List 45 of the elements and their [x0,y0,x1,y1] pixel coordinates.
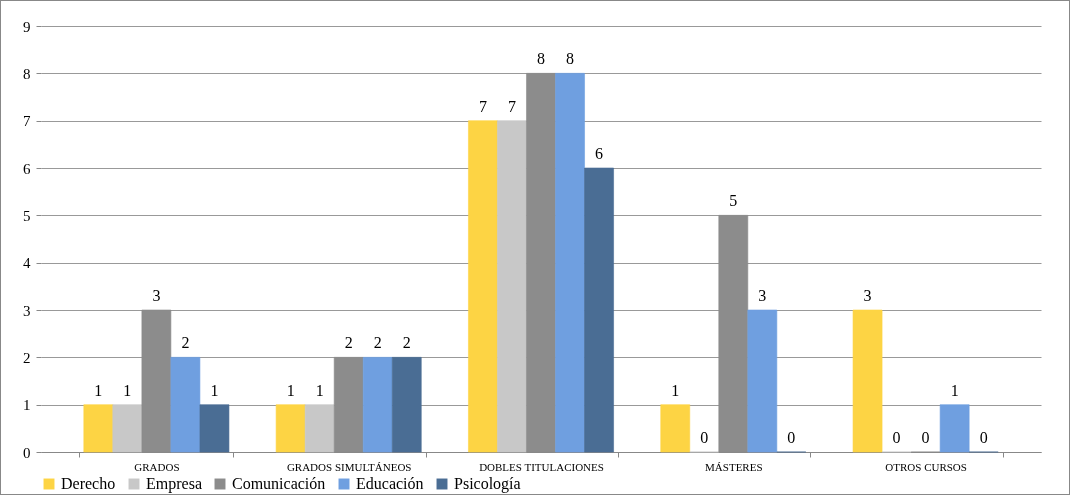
data-label: 1 [671,381,680,399]
data-label: 5 [729,192,738,210]
data-label: 3 [758,287,767,304]
data-label: 0 [787,429,796,446]
y-tick-label: 4 [23,255,31,272]
y-tick-label: 0 [23,444,31,461]
legend-label: Educación [356,475,424,492]
data-label: 1 [950,381,959,399]
data-label: 2 [373,334,382,352]
data-label: 8 [537,50,545,68]
data-label: 1 [94,381,103,399]
data-label: 6 [595,145,604,162]
y-tick-label: 5 [23,207,31,224]
x-tick-label: DOBLES TITULACIONES [479,460,604,473]
data-label: 1 [123,381,132,399]
data-label: 3 [152,287,161,304]
data-label: 2 [181,334,190,352]
data-label: 0 [892,429,901,446]
y-tick-label: 9 [23,18,31,35]
x-tick-label: GRADOS SIMULTÁNEOS [286,460,412,473]
data-label: 3 [863,287,872,304]
data-label: 0 [921,429,930,446]
x-tick-label: GRADOS [134,460,180,473]
data-label: 7 [507,97,516,115]
legend-label: Empresa [146,475,202,493]
data-label: 1 [286,381,295,399]
y-tick-label: 1 [23,397,31,414]
data-label: 2 [344,334,353,352]
legend-label: Psicología [454,475,521,493]
legend-label: Derecho [61,475,116,492]
y-tick-label: 8 [23,65,31,82]
data-label: 8 [566,50,575,68]
x-tick-label: MÁSTERES [705,460,763,473]
data-label: 0 [979,429,988,446]
y-tick-label: 2 [23,349,31,366]
data-label: 1 [210,381,219,399]
legend-label: Comunicación [232,475,326,492]
y-tick-label: 6 [23,160,31,177]
data-label: 1 [315,381,324,399]
data-label: 2 [402,334,411,352]
y-tick-label: 3 [23,302,31,319]
data-label: 0 [700,429,709,446]
data-label: 7 [478,97,487,115]
y-tick-label: 7 [23,113,31,130]
x-tick-label: OTROS CURSOS [885,460,967,473]
